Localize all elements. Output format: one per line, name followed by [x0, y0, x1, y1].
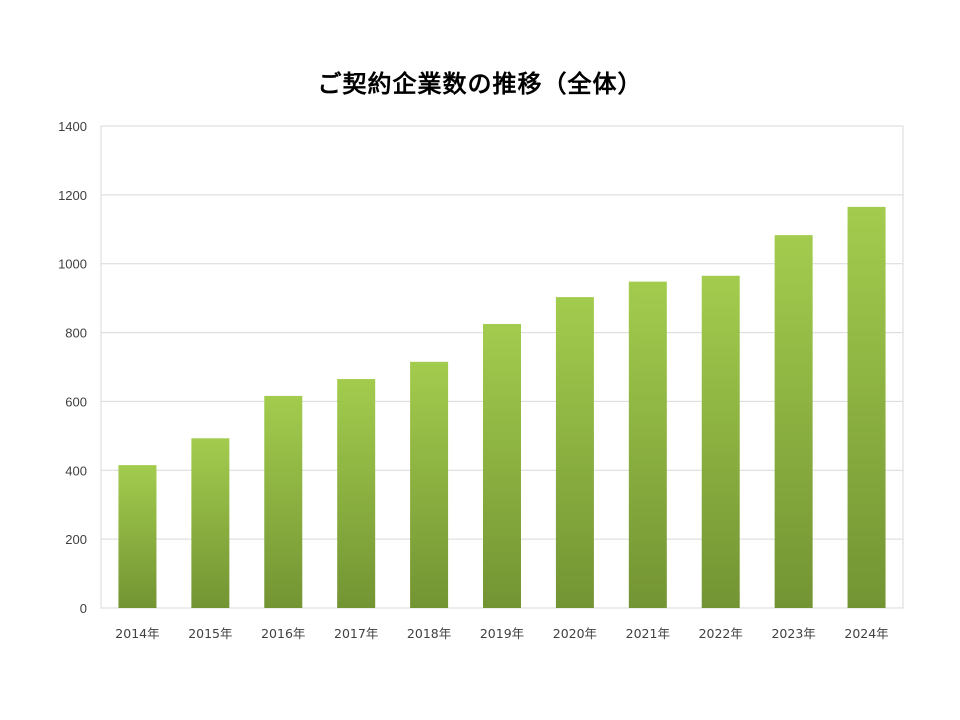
- y-tick-label: 200: [65, 532, 87, 547]
- chart-title: ご契約企業数の推移（全体）: [317, 70, 643, 98]
- x-tick-label: 2024年: [844, 626, 888, 641]
- bar-2015年: [191, 438, 230, 608]
- bar-2024年: [847, 206, 886, 608]
- bar-2018年: [410, 361, 449, 608]
- y-tick-label: 800: [65, 326, 87, 341]
- bar-2016年: [264, 395, 303, 608]
- x-tick-label: 2017年: [334, 626, 378, 641]
- bar-2017年: [337, 379, 376, 608]
- y-tick-label: 1400: [58, 119, 87, 134]
- bar-2021年: [628, 281, 667, 608]
- x-tick-label: 2018年: [407, 626, 451, 641]
- bar-2014年: [118, 465, 157, 608]
- y-tick-label: 600: [65, 394, 87, 409]
- x-tick-label: 2021年: [626, 626, 670, 641]
- y-tick-label: 1000: [58, 257, 87, 272]
- bar-2022年: [701, 275, 740, 608]
- x-tick-label: 2020年: [553, 626, 597, 641]
- bar-2019年: [483, 323, 521, 608]
- y-tick-label: 0: [80, 601, 87, 616]
- y-tick-label: 1200: [58, 188, 87, 203]
- x-tick-label: 2023年: [771, 626, 815, 641]
- bar-2020年: [555, 297, 594, 608]
- x-tick-label: 2019年: [480, 626, 524, 641]
- y-tick-label: 400: [65, 463, 87, 478]
- x-tick-label: 2015年: [188, 626, 232, 641]
- x-tick-label: 2016年: [261, 626, 305, 641]
- bar-2023年: [774, 235, 813, 609]
- x-tick-label: 2022年: [699, 626, 743, 641]
- x-tick-label: 2014年: [115, 626, 159, 641]
